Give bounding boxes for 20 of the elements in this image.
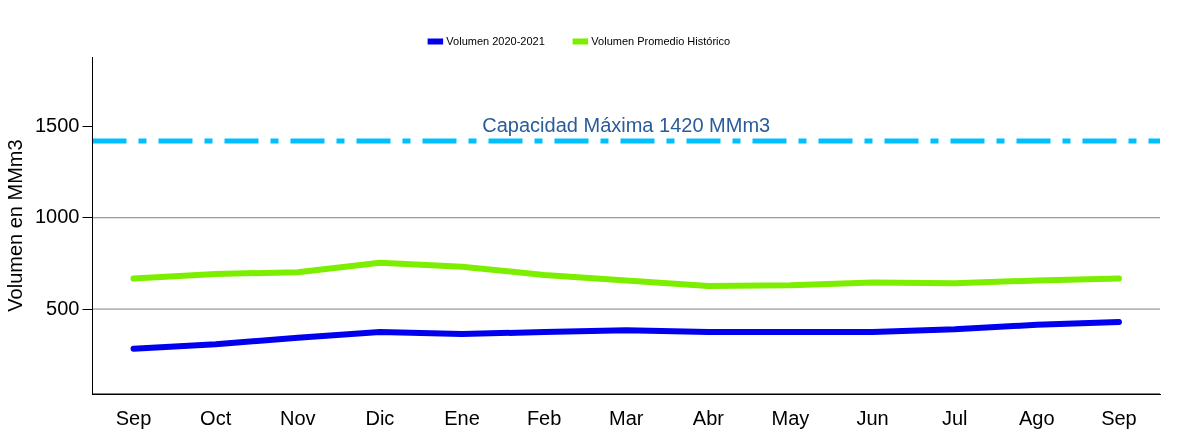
x-tick-label: Mar	[609, 406, 644, 429]
x-tick-label: Oct	[200, 406, 232, 429]
x-tick-label: Sep	[115, 406, 152, 429]
x-tick-label: Nov	[279, 406, 316, 429]
x-tick-label: Ene	[444, 406, 480, 429]
y-axis-title: Volumen en MMm3	[3, 139, 26, 312]
y-tick-label: 1500	[34, 113, 80, 136]
x-tick-label: Ago	[1019, 406, 1055, 429]
x-tick-label: Dic	[365, 406, 395, 429]
x-tick-label: May	[771, 406, 810, 429]
x-tick-label: Abr	[692, 406, 725, 429]
y-tick-label: 1000	[34, 205, 80, 228]
ref-line-label: Capacidad Máxima 1420 MMm3	[482, 113, 771, 136]
x-tick-label: Jul	[941, 406, 968, 429]
legend-label: Volumen Promedio Histórico	[591, 34, 731, 47]
x-tick-label: Jun	[856, 406, 889, 429]
x-tick-label: Feb	[526, 406, 562, 429]
legend-label: Volumen 2020-2021	[446, 34, 545, 47]
y-tick-label: 500	[46, 296, 80, 319]
x-tick-label: Sep	[1101, 406, 1137, 429]
